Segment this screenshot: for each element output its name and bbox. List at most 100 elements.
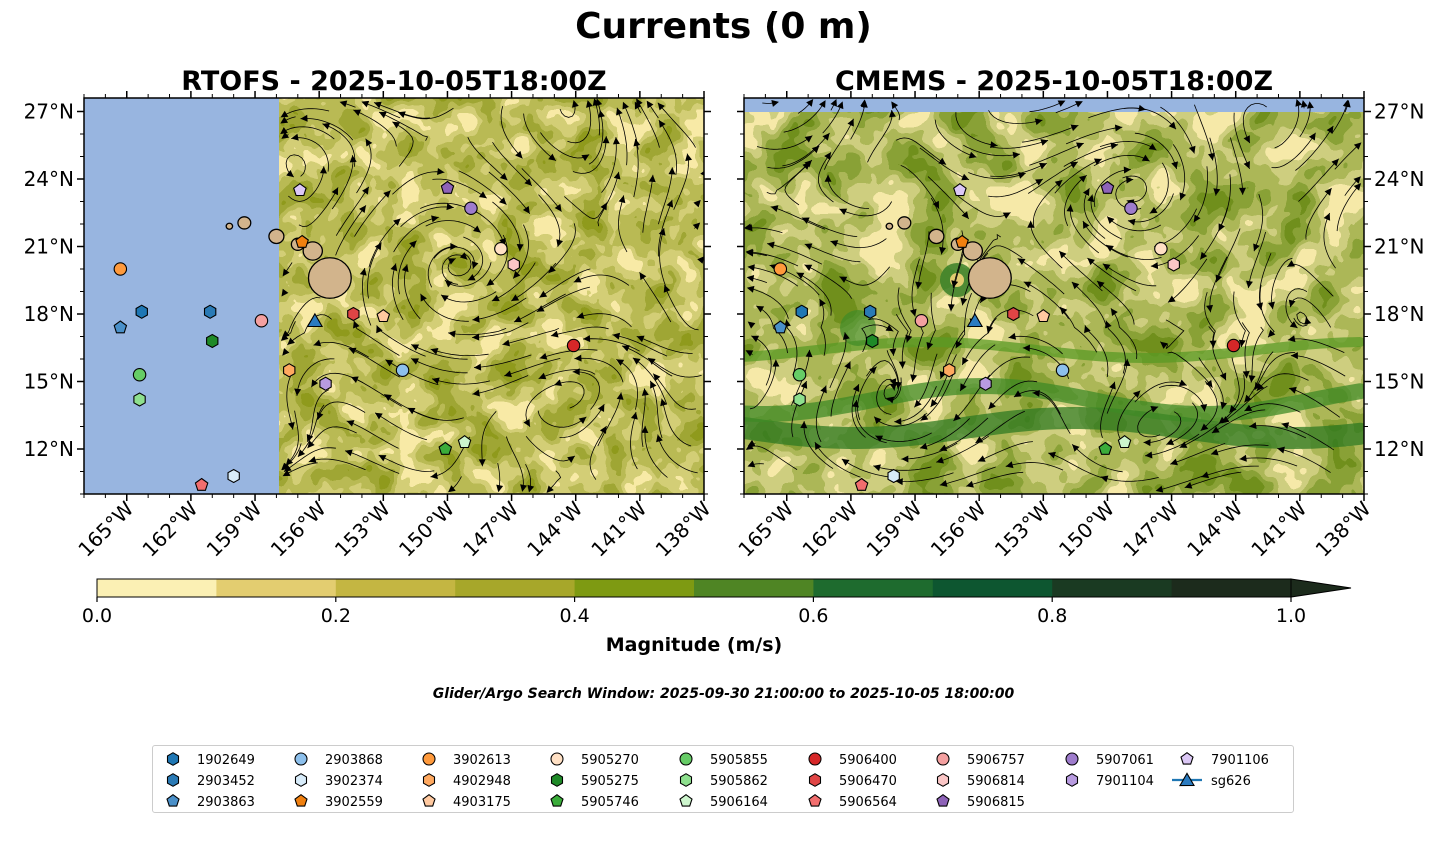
streamline (661, 398, 692, 447)
streamline (988, 110, 1043, 124)
marker-5906470 (347, 306, 360, 322)
streamline-arrow (514, 315, 522, 323)
streamline (283, 126, 335, 140)
streamline-arrow (895, 478, 903, 486)
streamline (641, 388, 646, 447)
streamline (857, 366, 877, 421)
streamline-arrow (641, 425, 649, 434)
streamline-arrow (889, 348, 897, 356)
marker-5906564 (854, 477, 869, 491)
streamline (770, 206, 826, 230)
streamline (1201, 465, 1259, 478)
streamline-arrow (1149, 206, 1158, 214)
streamline-arrow (554, 203, 562, 212)
streamline (1290, 297, 1332, 328)
streamline-arrow (513, 270, 521, 279)
streamline (749, 359, 777, 410)
streamline (911, 258, 920, 317)
marker-5905270 (1154, 242, 1168, 256)
streamline (612, 334, 668, 357)
colorbar-segment (216, 579, 337, 597)
streamline (1295, 125, 1334, 171)
streamline (407, 407, 464, 421)
streamline (296, 358, 335, 396)
y-tick-label: 27°N (1374, 100, 1424, 124)
marker-2903863 (113, 320, 128, 334)
streamline-arrow (300, 114, 308, 122)
legend-label-5906164: 5906164 (710, 795, 768, 810)
x-tick-label: 153°W (990, 496, 1055, 561)
streamline-arrow (1331, 158, 1339, 167)
streamline-arrow (1200, 251, 1208, 260)
streamline (1170, 443, 1226, 465)
streamline-arrow (1109, 381, 1116, 390)
streamline-arrow (939, 444, 948, 452)
streamline-arrow (294, 388, 302, 396)
streamline-arrow (660, 398, 667, 407)
streamline-arrow (390, 263, 398, 272)
streamline (472, 322, 529, 338)
streamline-arrow (1096, 280, 1105, 289)
streamline (1198, 357, 1224, 410)
streamline-arrow (822, 133, 830, 141)
streamline (486, 234, 508, 287)
streamline (491, 262, 536, 302)
streamline (1287, 338, 1345, 353)
streamline-arrow (359, 205, 366, 214)
streamline-arrow (1002, 212, 1011, 219)
streamline (900, 164, 940, 209)
streamline-arrow (1079, 175, 1087, 183)
rtofs-frame (83, 97, 705, 495)
streamline-arrow (1268, 301, 1275, 310)
streamline (467, 137, 508, 181)
streamline (963, 144, 1021, 157)
streamline (934, 119, 977, 158)
streamline (472, 375, 529, 395)
streamline-arrow (536, 305, 545, 312)
marker-5906757 (914, 313, 929, 328)
streamline-arrow (401, 264, 409, 273)
streamline-arrow (1032, 389, 1040, 397)
streamline-arrow (747, 460, 756, 468)
streamline-arrow (616, 392, 624, 400)
streamline (397, 240, 417, 295)
streamline-arrow (574, 354, 582, 362)
streamline-arrow (448, 485, 456, 493)
streamline-arrow (1229, 405, 1237, 413)
streamline-arrow (1254, 382, 1262, 390)
streamline (411, 358, 468, 374)
streamline-arrow (578, 416, 587, 424)
streamline-arrow (1353, 142, 1362, 150)
streamline-arrow (1213, 188, 1221, 196)
streamline (751, 266, 799, 287)
cmems-title: CMEMS - 2025-10-05T18:00Z (835, 66, 1273, 97)
streamline (521, 168, 562, 212)
y-tick-label: 18°N (1374, 302, 1424, 326)
streamline-arrow (471, 261, 479, 269)
streamline-arrow (1245, 280, 1253, 289)
streamline-arrow (968, 151, 977, 159)
streamline (1233, 112, 1250, 170)
streamline (920, 372, 954, 421)
streamline (588, 110, 604, 165)
streamline-arrow (383, 190, 391, 198)
streamline (354, 190, 391, 237)
marker-5906564 (194, 477, 209, 491)
streamline (867, 109, 893, 163)
streamline-arrow (499, 172, 508, 181)
streamline (1059, 306, 1098, 353)
streamline-arrow (707, 101, 714, 108)
streamline (632, 357, 668, 405)
streamline (1193, 166, 1209, 223)
marker-5905746 (1098, 441, 1113, 455)
streamline-arrow (746, 285, 755, 293)
x-tick-label: 144°W (522, 496, 587, 561)
streamline-arrow (1127, 218, 1136, 226)
streamline-arrow (550, 330, 559, 338)
streamline-arrow (1106, 244, 1114, 252)
marker-5905270 (494, 242, 508, 256)
streamline (298, 187, 339, 227)
island (307, 257, 352, 299)
streamline-arrow (1248, 375, 1256, 383)
streamline (420, 293, 469, 322)
